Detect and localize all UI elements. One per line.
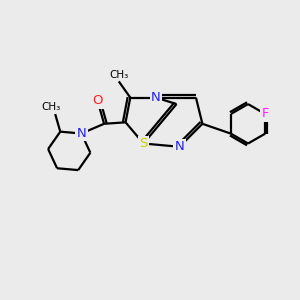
Text: N: N <box>151 91 161 104</box>
Text: S: S <box>139 137 148 150</box>
Text: N: N <box>175 140 184 153</box>
Text: CH₃: CH₃ <box>41 102 60 112</box>
Text: F: F <box>261 107 269 120</box>
Text: CH₃: CH₃ <box>109 70 128 80</box>
Text: N: N <box>76 127 86 140</box>
Text: O: O <box>92 94 103 107</box>
